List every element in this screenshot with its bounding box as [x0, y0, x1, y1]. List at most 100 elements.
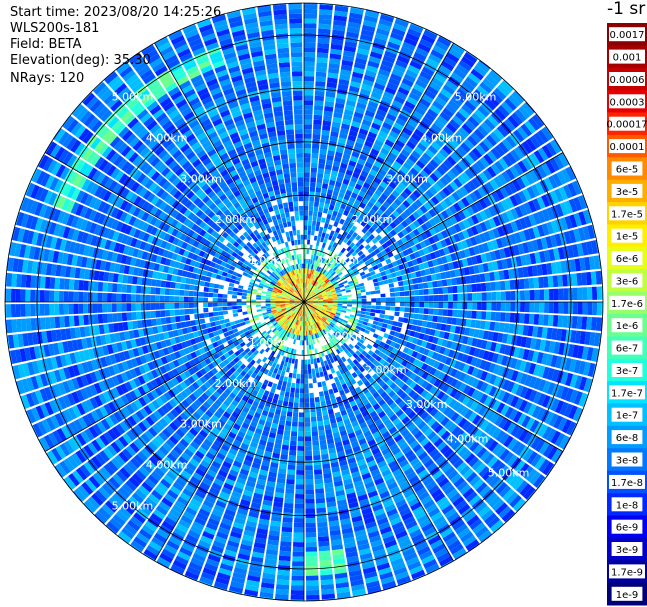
- range-ring-label: 1.00km: [324, 329, 366, 342]
- range-ring-label: 5.00km: [488, 467, 530, 480]
- range-ring-labels: 1.00km 1.00km 1.00km 1.00km 2.00km 2.00km 2.00…: [112, 91, 530, 513]
- ray: [152, 33, 304, 302]
- ray: [304, 302, 549, 491]
- ray: [304, 48, 481, 302]
- range-ring-label: 2.00km: [352, 213, 394, 226]
- ray: [304, 302, 597, 394]
- range-ring-label: 4.00km: [146, 131, 188, 144]
- range-ring-label: 4.00km: [146, 459, 188, 472]
- ray: [304, 302, 320, 601]
- ray-cells: [5, 3, 603, 601]
- field-text: Field: BETA: [10, 37, 82, 52]
- ray: [258, 302, 304, 601]
- ray: [304, 39, 467, 302]
- ray: [304, 302, 567, 465]
- range-ring-label: 3.00km: [386, 172, 428, 185]
- ray: [304, 302, 603, 348]
- ray: [212, 302, 304, 595]
- range-ring-label: 5.00km: [112, 91, 154, 104]
- instrument-text: WLS200s-181: [10, 21, 100, 36]
- ray: [8, 302, 304, 381]
- elevation-text: Elevation(deg): 35.30: [10, 53, 151, 68]
- ray: [304, 137, 566, 302]
- ray: [166, 26, 304, 302]
- ray: [241, 3, 304, 302]
- ray: [5, 302, 304, 350]
- range-ring-label: 4.00km: [421, 131, 463, 144]
- ray: [5, 302, 304, 318]
- range-ring-label: 2.00km: [215, 377, 257, 390]
- ray: [225, 6, 304, 302]
- ray: [272, 3, 304, 302]
- ray: [101, 68, 304, 302]
- ray: [304, 302, 540, 503]
- range-ring-label: 1.00km: [249, 254, 291, 267]
- range-ring-label: 2.00km: [215, 213, 257, 226]
- ray: [304, 302, 469, 564]
- ray: [227, 302, 304, 599]
- ray: [288, 3, 304, 302]
- ray: [5, 241, 304, 302]
- ray: [16, 302, 304, 411]
- range-ring-label: 5.00km: [112, 500, 154, 513]
- ray: [80, 302, 304, 517]
- ray: [127, 302, 304, 556]
- ray: [304, 302, 336, 601]
- ray: [5, 288, 304, 302]
- ray: [197, 302, 304, 590]
- ray: [5, 256, 304, 302]
- ray: [304, 270, 603, 302]
- ray: [304, 302, 413, 590]
- ray: [304, 302, 352, 601]
- ray: [304, 302, 587, 424]
- ray: [304, 254, 603, 302]
- ray: [304, 302, 367, 601]
- ray: [126, 49, 304, 302]
- ray: [304, 25, 440, 302]
- ray: [256, 3, 304, 302]
- ray: [103, 302, 304, 538]
- ray: [304, 3, 365, 302]
- range-ring-label: 2.00km: [365, 364, 407, 377]
- ray: [182, 302, 304, 585]
- range-ring-label: 3.00km: [180, 418, 222, 431]
- ray: [16, 195, 304, 302]
- ray: [27, 166, 304, 302]
- ray: [59, 113, 304, 302]
- ray: [113, 58, 304, 302]
- ray: [304, 302, 442, 578]
- ray: [304, 3, 350, 302]
- colorbar-title: -1 sr: [607, 0, 646, 19]
- range-ring-label: 5.00km: [455, 91, 497, 104]
- ray: [304, 302, 383, 598]
- ray: [28, 302, 304, 440]
- ray: [304, 302, 603, 363]
- ray: [304, 208, 596, 302]
- ray: [304, 302, 558, 479]
- ray: [304, 77, 517, 302]
- ray: [304, 193, 592, 302]
- ray: [304, 3, 318, 302]
- ray: [304, 302, 581, 438]
- azimuth-lines: [5, 3, 603, 601]
- ray: [12, 302, 304, 396]
- range-ring-label: 4.00km: [447, 432, 489, 445]
- ray: [304, 302, 603, 332]
- ray: [304, 32, 454, 302]
- ray: [304, 3, 334, 302]
- ray: [60, 302, 304, 493]
- ray: [195, 14, 304, 302]
- ray: [304, 239, 603, 302]
- ray: [35, 302, 304, 454]
- ray: [304, 124, 557, 302]
- range-ring-label: 3.00km: [180, 172, 222, 185]
- start-time-text: Start time: 2023/08/20 14:25:26: [10, 5, 222, 20]
- azimuth-line: [154, 42, 454, 562]
- ray: [274, 302, 304, 601]
- ray: [304, 302, 456, 571]
- range-ring-label: 1.00km: [318, 254, 360, 267]
- ray: [304, 9, 396, 302]
- nrays-text: NRays: 120: [10, 71, 85, 86]
- range-ring-label: 3.00km: [406, 398, 448, 411]
